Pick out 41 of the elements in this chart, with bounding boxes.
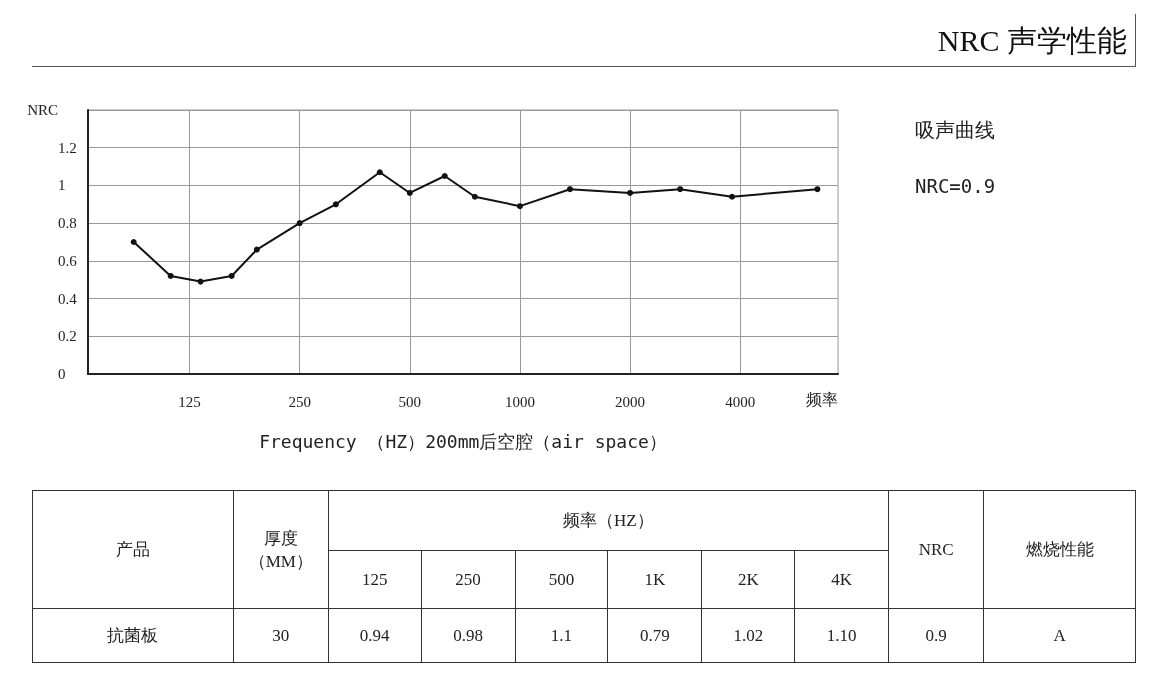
x-axis-title: Frequency （HZ）200mm后空腔（air space） (259, 430, 667, 452)
x-tick-label: 1000 (504, 393, 535, 410)
text: 厚度 (263, 528, 298, 548)
text: 4K (831, 569, 853, 589)
y-tick-label: 0.4 (58, 290, 78, 307)
y-axis-title: NRC (27, 102, 58, 118)
text: 1.02 (733, 625, 764, 645)
text: 0.98 (453, 625, 483, 645)
text: 500 (548, 569, 575, 589)
text: NRC=0.9 (915, 174, 996, 197)
text: NRC 声学性能 (937, 23, 1127, 57)
y-tick-label: 0.2 (58, 328, 77, 345)
text: 30 (272, 625, 290, 645)
text: 1.10 (826, 625, 857, 645)
y-tick-label: 1.2 (58, 139, 77, 156)
text: 0.94 (359, 625, 390, 645)
y-tick-label: 0.6 (58, 252, 78, 269)
text: 频率（HZ） (563, 511, 654, 530)
text: 频率 (806, 390, 838, 408)
text: 抗菌板 (107, 626, 159, 645)
text: 燃烧性能 (1025, 540, 1094, 559)
x-tick-label: 250 (288, 393, 311, 410)
text: NRC (918, 539, 954, 559)
text: 250 (455, 569, 481, 589)
text: 0.79 (640, 625, 670, 645)
text: 125 (361, 569, 388, 589)
x-tick-label: 125 (178, 393, 201, 410)
text: 产品 (115, 540, 150, 559)
y-tick-label: 0.8 (58, 215, 77, 232)
text: （MM） (248, 551, 313, 571)
x-tick-label: 2000 (615, 393, 646, 410)
text: 吸声曲线 (915, 119, 995, 141)
y-tick-label: 1 (58, 177, 66, 194)
text: A (1053, 625, 1066, 645)
x-tick-label: 500 (398, 393, 422, 410)
y-tick-label: 0 (58, 366, 66, 382)
x-tick-label: 4000 (725, 393, 756, 410)
text: 0.9 (925, 625, 947, 645)
text: 2K (737, 569, 759, 589)
text: 1.1 (550, 625, 573, 645)
text: 1K (644, 569, 666, 589)
